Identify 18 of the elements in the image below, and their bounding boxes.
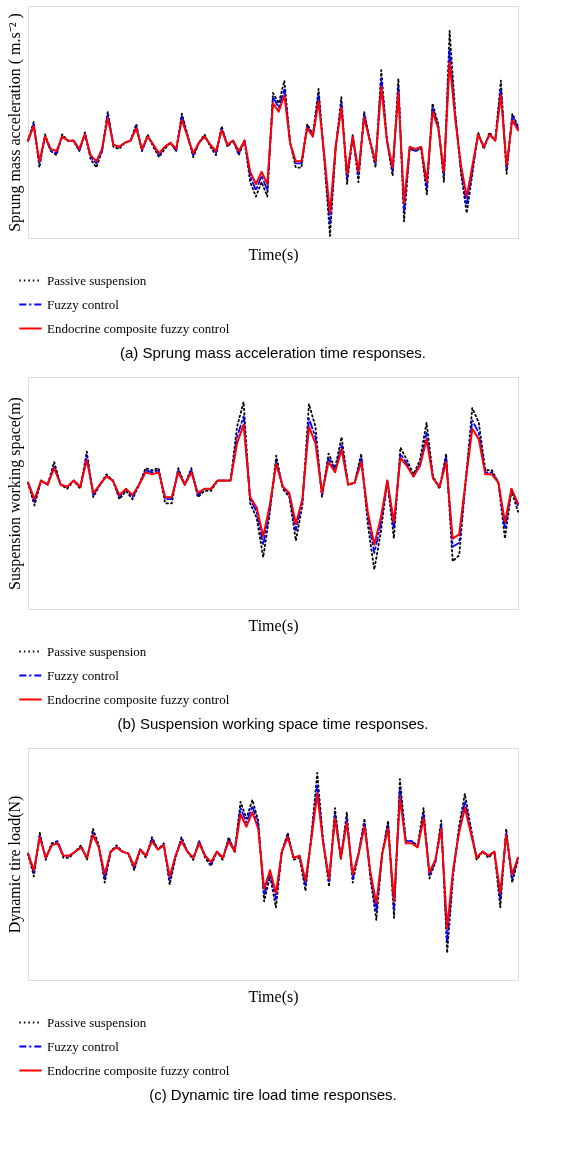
legend-label: Fuzzy control xyxy=(47,296,120,312)
y-axis-title: Suspension working space(m) xyxy=(5,397,24,590)
legend-label: Endocrine composite fuzzy control xyxy=(47,1062,230,1078)
legend-label: Passive suspension xyxy=(47,1014,147,1030)
y-axis-title: Sprung mass acceleration ( m.s⁻² ) xyxy=(5,13,24,232)
y-axis-title: Dynamic tire load(N) xyxy=(5,795,24,934)
legend-label: Fuzzy control xyxy=(47,1038,120,1054)
text: (a) Sprung mass acceleration time responses. xyxy=(120,344,426,361)
text: (b) Suspension working space time responses. xyxy=(117,715,429,732)
legend-label: Endocrine composite fuzzy control xyxy=(47,691,230,707)
legend-label: Passive suspension xyxy=(47,643,147,659)
legend-label: Fuzzy control xyxy=(47,667,120,683)
x-axis-title: Time(s) xyxy=(248,987,299,1006)
text: (c) Dynamic tire load time responses. xyxy=(149,1086,397,1103)
x-axis-title: Time(s) xyxy=(248,245,299,264)
x-axis-title: Time(s) xyxy=(248,616,299,635)
legend-label: Passive suspension xyxy=(47,272,147,288)
legend-label: Endocrine composite fuzzy control xyxy=(47,320,230,336)
